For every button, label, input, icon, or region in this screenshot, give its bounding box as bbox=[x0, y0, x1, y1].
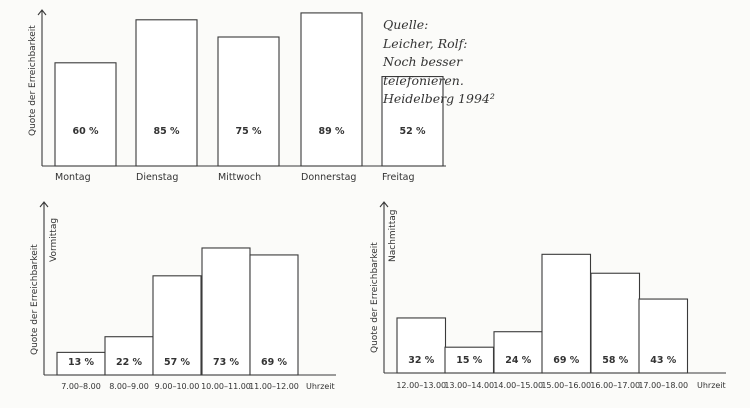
bar bbox=[217, 36, 280, 167]
bar-value-label: 22 % bbox=[116, 357, 143, 368]
category-label: Mittwoch bbox=[218, 172, 261, 183]
category-label: 13.00–14.00 bbox=[444, 381, 494, 390]
bar-value-label: 43 % bbox=[650, 355, 677, 366]
bar-value-label: 24 % bbox=[505, 355, 532, 366]
category-label: 10.00–11.00 bbox=[201, 382, 251, 391]
bar bbox=[152, 275, 202, 376]
category-label: Donnerstag bbox=[301, 172, 356, 183]
source-line: Heidelberg 1994² bbox=[383, 91, 495, 106]
bar bbox=[104, 336, 154, 376]
category-label: 9.00–10.00 bbox=[155, 382, 200, 391]
bar-value-label: 69 % bbox=[553, 355, 580, 366]
y-axis-label: Quote der Erreichbarkeit bbox=[28, 25, 38, 136]
bar bbox=[135, 19, 198, 167]
category-label: 15.00–16.00 bbox=[541, 381, 591, 390]
category-label: 7.00–8.00 bbox=[61, 382, 101, 391]
bar bbox=[300, 12, 363, 167]
bar bbox=[396, 317, 447, 374]
bar bbox=[54, 62, 117, 167]
period-label: Vormittag bbox=[49, 218, 59, 262]
bar bbox=[381, 76, 444, 167]
category-label: 17.00–18.00 bbox=[638, 381, 688, 390]
y-axis-arrow bbox=[39, 201, 49, 375]
bar-value-label: 85 % bbox=[153, 126, 180, 137]
bar bbox=[493, 331, 544, 374]
bar bbox=[541, 253, 592, 374]
bar-value-label: 57 % bbox=[164, 357, 191, 368]
category-label: Montag bbox=[55, 172, 91, 183]
x-axis-label: Uhrzeit bbox=[306, 382, 335, 391]
bar-value-label: 13 % bbox=[68, 357, 95, 368]
category-label: 16.00–17.00 bbox=[590, 381, 640, 390]
source-line: Leicher, Rolf: bbox=[383, 35, 468, 51]
category-label: Freitag bbox=[382, 172, 415, 183]
source-citation: Quelle: Leicher, Rolf: Noch besser telef… bbox=[383, 16, 495, 109]
bar-value-label: 73 % bbox=[213, 357, 240, 368]
bar-value-label: 15 % bbox=[456, 355, 483, 366]
bar-value-label: 52 % bbox=[399, 126, 426, 137]
bar bbox=[638, 298, 689, 374]
bar-value-label: 69 % bbox=[261, 357, 288, 368]
bar bbox=[590, 272, 641, 374]
y-axis-arrow bbox=[379, 201, 389, 373]
x-axis-label: Uhrzeit bbox=[697, 381, 726, 390]
bar bbox=[201, 247, 251, 376]
category-label: 14.00–15.00 bbox=[493, 381, 543, 390]
bar-value-label: 58 % bbox=[602, 355, 629, 366]
category-label: 8.00–9.00 bbox=[109, 382, 149, 391]
source-line: telefonieren. bbox=[383, 72, 464, 88]
category-label: Dienstag bbox=[136, 172, 178, 183]
bar bbox=[444, 346, 495, 374]
bar-value-label: 60 % bbox=[72, 126, 99, 137]
bar-value-label: 32 % bbox=[408, 355, 435, 366]
source-line: Quelle: bbox=[383, 17, 429, 32]
y-axis-arrow bbox=[37, 9, 47, 166]
bar bbox=[249, 254, 299, 376]
category-label: 11.00–12.00 bbox=[249, 382, 299, 391]
y-axis-label: Quote der Erreichbarkeit bbox=[30, 244, 40, 355]
bar-value-label: 89 % bbox=[318, 126, 345, 137]
bar-value-label: 75 % bbox=[235, 126, 262, 137]
category-label: 12.00–13.00 bbox=[396, 381, 446, 390]
period-label: Nachmittag bbox=[388, 210, 398, 262]
source-line: Noch besser bbox=[383, 54, 463, 69]
y-axis-label: Quote der Erreichbarkeit bbox=[370, 242, 380, 353]
